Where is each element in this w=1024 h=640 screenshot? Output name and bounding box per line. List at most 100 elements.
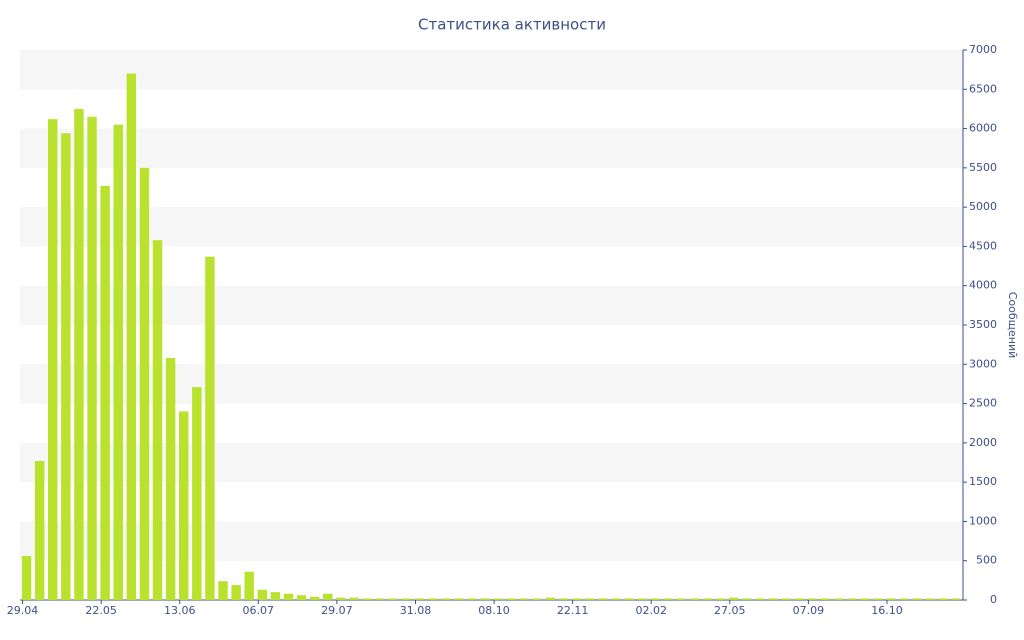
bar (257, 589, 268, 600)
bar (689, 598, 700, 600)
bar (21, 556, 32, 600)
bar (938, 598, 949, 600)
bar (480, 598, 490, 600)
bar (860, 598, 870, 600)
bar (323, 593, 333, 600)
grid-band (20, 207, 963, 247)
bar (519, 598, 529, 600)
bar (139, 167, 150, 600)
bar (833, 598, 844, 600)
bar (781, 598, 791, 600)
grid-band (20, 364, 963, 404)
bar (532, 598, 543, 600)
bar (611, 598, 621, 600)
bar (820, 598, 831, 600)
bar (454, 598, 464, 600)
grid-band (20, 285, 963, 325)
bar (755, 598, 765, 600)
bar (702, 598, 713, 600)
bar (650, 598, 660, 600)
y-tick-label: 5500 (969, 161, 997, 174)
bar (218, 581, 228, 600)
bar (768, 598, 778, 600)
y-tick-label: 0 (990, 593, 997, 606)
y-tick-label: 3000 (969, 357, 997, 370)
bar (899, 598, 909, 600)
bar (506, 598, 516, 600)
bar (427, 598, 438, 600)
x-tick-label: 16.10 (871, 604, 903, 617)
bar (558, 598, 569, 600)
grid-band (20, 521, 963, 561)
bar (309, 596, 320, 600)
y-axis-label: Сообщений (1006, 292, 1019, 359)
x-tick-label: 29.07 (321, 604, 353, 617)
bar (244, 571, 254, 600)
x-tick-label: 06.07 (243, 604, 275, 617)
bar (545, 597, 556, 600)
bar (74, 108, 84, 600)
y-tick-label: 3500 (969, 318, 997, 331)
bar (362, 598, 372, 600)
y-tick-label: 1000 (969, 514, 997, 527)
y-tick-label: 1500 (969, 475, 997, 488)
bar (951, 598, 962, 600)
y-tick-label: 2500 (969, 397, 997, 410)
bar (401, 598, 412, 600)
y-tick-label: 6500 (969, 82, 997, 95)
x-tick-label: 29.04 (7, 604, 39, 617)
bar (925, 598, 935, 600)
bar (296, 595, 307, 600)
bar (414, 598, 425, 600)
x-tick-label: 13.06 (164, 604, 196, 617)
grid-band (20, 50, 963, 90)
bar (663, 598, 674, 600)
bar (283, 593, 294, 600)
bar (179, 411, 189, 600)
x-tick-label: 22.11 (557, 604, 589, 617)
bar (349, 597, 359, 600)
bar (873, 598, 883, 600)
y-tick-label: 7000 (969, 43, 997, 56)
bar (48, 119, 58, 601)
bar (846, 598, 857, 600)
bar (729, 597, 739, 600)
bar (886, 598, 896, 600)
grid-band (20, 128, 963, 168)
y-tick-label: 6000 (969, 122, 997, 135)
bar (100, 185, 110, 600)
bar (493, 598, 503, 600)
bar (467, 598, 477, 600)
y-tick-label: 5000 (969, 200, 997, 213)
bar (192, 387, 202, 600)
bar (152, 240, 163, 600)
bar (126, 73, 137, 601)
bar (742, 598, 752, 600)
bar (807, 598, 818, 600)
x-tick-label: 08.10 (478, 604, 510, 617)
x-tick-label: 22.05 (85, 604, 117, 617)
y-tick-label: 2000 (969, 436, 997, 449)
bar (375, 598, 385, 600)
bar (231, 585, 241, 600)
x-tick-label: 07.09 (793, 604, 825, 617)
y-tick-label: 500 (976, 554, 997, 567)
bar (585, 598, 595, 600)
bar (61, 133, 71, 601)
bar (388, 598, 398, 600)
x-tick-label: 02.02 (635, 604, 667, 617)
bar (571, 598, 582, 600)
bar (87, 116, 97, 601)
bar (165, 358, 176, 600)
bar (624, 598, 634, 600)
y-tick-label: 4500 (969, 239, 997, 252)
bar (440, 598, 451, 600)
bar (205, 256, 215, 600)
bar (34, 460, 45, 600)
bar (598, 598, 608, 600)
bar (270, 592, 281, 600)
bar (676, 598, 687, 600)
bar (336, 597, 346, 600)
grid-band (20, 442, 963, 483)
